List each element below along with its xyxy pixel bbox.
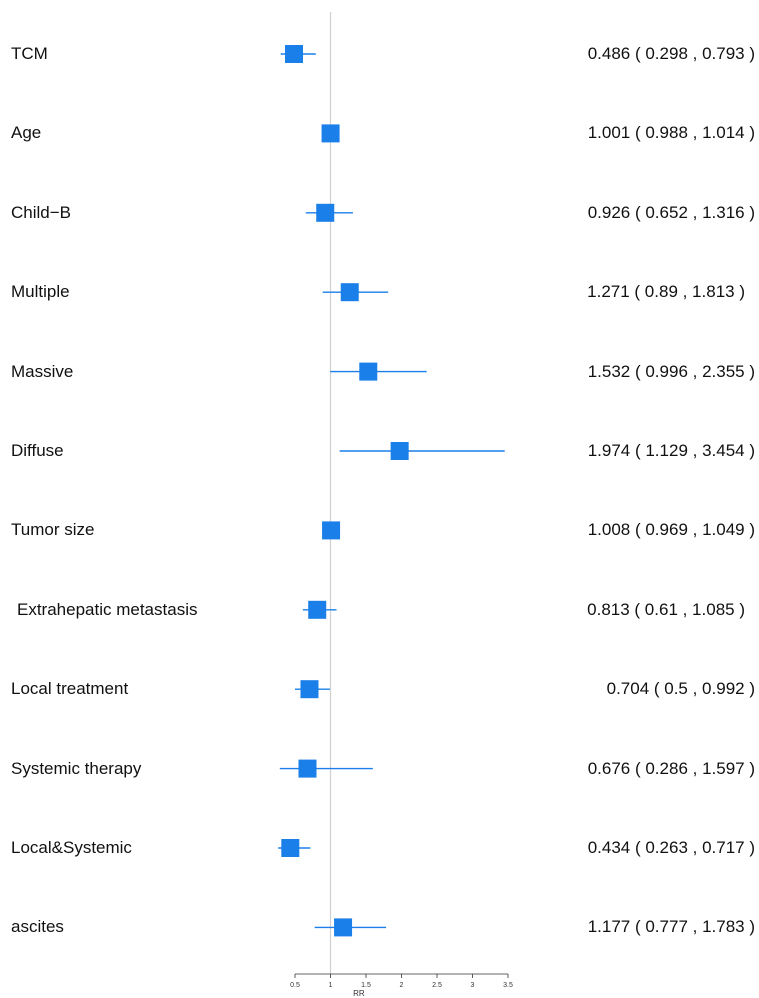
ci-text-10: 0.434 ( 0.263 , 0.717 ) [587, 838, 755, 857]
point-estimate-10 [281, 839, 300, 857]
row-label-7: Extrahepatic metastasis [17, 599, 198, 619]
ci-text-4: 1.532 ( 0.996 , 2.355 ) [587, 361, 755, 381]
point-estimate-7 [308, 600, 327, 619]
row-label-4: Massive [11, 361, 74, 381]
point-estimate-3 [340, 283, 359, 302]
ci-text-5: 1.974 ( 1.129 , 3.454 ) [587, 441, 755, 460]
ci-text-8: 0.704 ( 0.5 , 0.992 ) [606, 679, 755, 699]
x-tick-label-6: 3.5 [503, 982, 513, 989]
row-label-5: Diffuse [11, 441, 64, 460]
row-label-3: Multiple [11, 282, 70, 302]
ci-text-9: 0.676 ( 0.286 , 1.597 ) [587, 758, 755, 778]
row-label-10: Local&Systemic [11, 838, 132, 857]
x-tick-label-2: 1.5 [361, 982, 371, 989]
ci-text-11: 1.177 ( 0.777 , 1.783 ) [587, 917, 755, 937]
x-tick-label-4: 2.5 [432, 982, 442, 989]
x-axis: 0.5 1 1.5 2 2.5 3 3.5 RR [290, 973, 513, 998]
point-estimate-2 [316, 203, 335, 222]
ci-text-7: 0.813 ( 0.61 , 1.085 ) [587, 599, 745, 619]
point-estimate-0 [285, 45, 304, 63]
row-label-6: Tumor size [11, 520, 95, 540]
x-axis-label: RR [353, 989, 365, 998]
point-estimate-5 [390, 442, 409, 460]
ci-text-0: 0.486 ( 0.298 , 0.793 ) [587, 44, 755, 63]
point-estimate-1 [321, 124, 340, 143]
row-label-0: TCM [11, 44, 48, 63]
x-tick-label-3: 2 [400, 982, 404, 989]
point-estimate-11 [334, 918, 353, 937]
x-tick-label-1: 1 [329, 982, 333, 989]
point-estimate-6 [322, 521, 341, 540]
ci-text-2: 0.926 ( 0.652 , 1.316 ) [587, 202, 755, 222]
row-label-11: ascites [11, 917, 64, 937]
row-label-1: Age [11, 123, 42, 143]
point-estimate-9 [298, 759, 317, 778]
row-label-9: Systemic therapy [11, 758, 142, 778]
point-estimate-8 [300, 680, 319, 699]
point-estimate-4 [359, 362, 378, 381]
forest-marks [278, 45, 505, 937]
row-label-8: Local treatment [11, 679, 129, 699]
ci-text-3: 1.271 ( 0.89 , 1.813 ) [587, 282, 745, 302]
x-tick-label-5: 3 [471, 982, 475, 989]
x-tick-label-0: 0.5 [290, 982, 300, 989]
ci-text-1: 1.001 ( 0.988 , 1.014 ) [587, 123, 755, 143]
ci-text-6: 1.008 ( 0.969 , 1.049 ) [587, 520, 755, 540]
row-label-2: Child−B [11, 202, 72, 222]
